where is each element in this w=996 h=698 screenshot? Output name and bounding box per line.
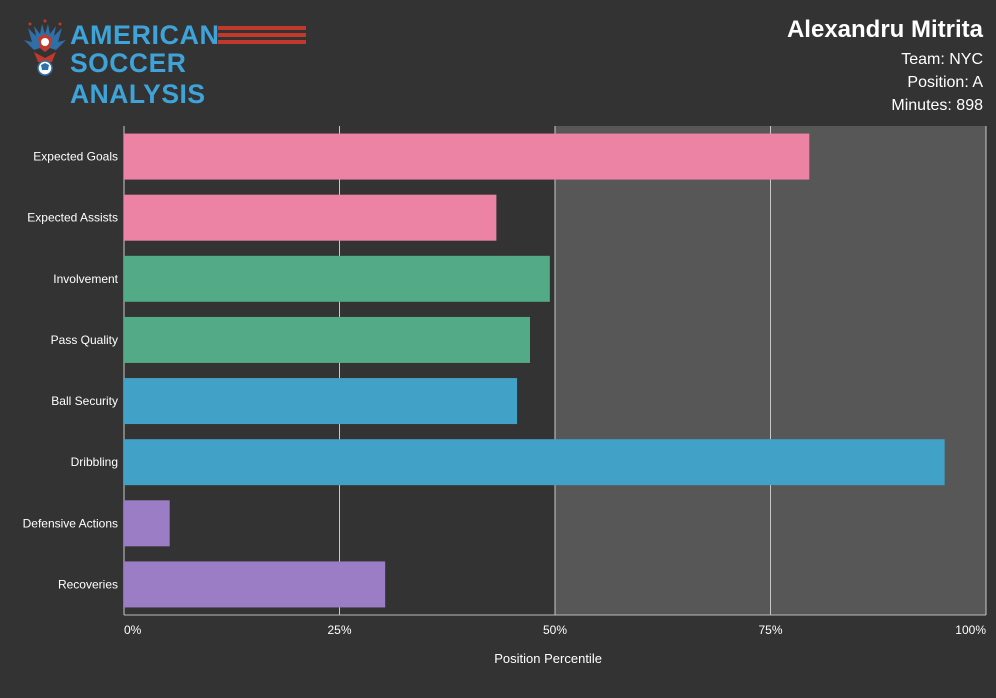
eagle-icon bbox=[24, 19, 66, 76]
category-label: Expected Goals bbox=[33, 150, 118, 164]
category-label: Recoveries bbox=[58, 577, 118, 591]
bar bbox=[124, 500, 170, 547]
bar bbox=[124, 439, 945, 486]
bar bbox=[124, 561, 386, 608]
bar bbox=[124, 194, 497, 241]
player-name: Alexandru Mitrita bbox=[786, 16, 983, 43]
category-label: Expected Assists bbox=[27, 211, 118, 225]
bar bbox=[124, 133, 810, 180]
asa-logo: AMERICAN SOCCER ANALYSIS bbox=[20, 18, 320, 109]
x-tick-label: 50% bbox=[543, 623, 567, 637]
category-label: Involvement bbox=[53, 272, 118, 286]
bar bbox=[124, 316, 531, 363]
category-label: Pass Quality bbox=[51, 333, 118, 347]
player-team: Team: NYC bbox=[901, 51, 983, 68]
logo-text-line2: SOCCER ANALYSIS bbox=[70, 48, 206, 109]
x-axis-title: Position Percentile bbox=[494, 651, 602, 666]
player-position: Position: A bbox=[907, 74, 983, 91]
logo-stripes bbox=[218, 26, 306, 50]
x-tick-label: 75% bbox=[758, 623, 782, 637]
category-label: Defensive Actions bbox=[23, 516, 118, 530]
x-tick-label: 100% bbox=[955, 623, 986, 637]
bar bbox=[124, 378, 518, 425]
category-label: Dribbling bbox=[71, 455, 118, 469]
bar bbox=[124, 255, 550, 302]
player-info: Alexandru Mitrita Team: NYC Position: A … bbox=[787, 16, 983, 117]
x-tick-label: 25% bbox=[327, 623, 351, 637]
x-tick-label: 0% bbox=[124, 623, 142, 637]
logo-text-line1: AMERICAN bbox=[70, 20, 220, 50]
player-minutes: Minutes: 898 bbox=[891, 97, 983, 114]
category-label: Ball Security bbox=[51, 394, 118, 408]
